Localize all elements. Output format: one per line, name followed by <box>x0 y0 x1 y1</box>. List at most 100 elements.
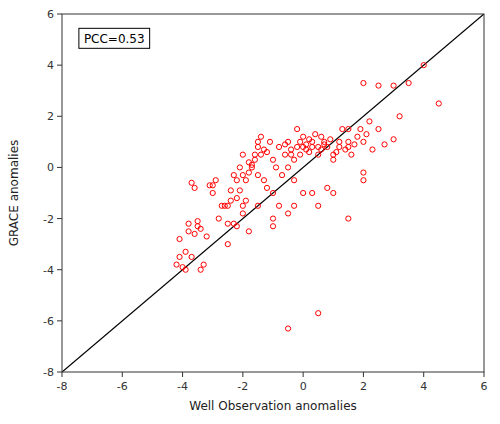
annotation: PCC=0.53 <box>79 28 150 48</box>
y-tick-label: 6 <box>47 8 54 21</box>
point <box>198 267 203 272</box>
point <box>313 132 318 137</box>
page: {"chart_data": { "type": "scatter", "xla… <box>0 0 500 424</box>
point <box>255 173 260 178</box>
point <box>406 80 411 85</box>
point <box>216 216 221 221</box>
y-tick <box>57 269 62 270</box>
point <box>310 139 315 144</box>
point <box>270 216 275 221</box>
point <box>264 149 269 154</box>
y-axis-label: GRACE anomalies <box>7 140 21 247</box>
point <box>367 119 372 124</box>
y-tick-label: 4 <box>47 59 54 72</box>
point <box>316 152 321 157</box>
point <box>276 144 281 149</box>
y-tick <box>57 218 62 219</box>
x-tick-label: -6 <box>117 380 128 393</box>
annotation-box <box>79 28 150 48</box>
y-tick <box>57 65 62 66</box>
point <box>210 190 215 195</box>
point <box>304 142 309 147</box>
point <box>436 101 441 106</box>
point <box>234 178 239 183</box>
point <box>234 196 239 201</box>
point <box>231 173 236 178</box>
x-tick-label: 0 <box>300 380 307 393</box>
y-tick-label: -4 <box>43 264 54 277</box>
point <box>225 242 230 247</box>
point <box>240 173 245 178</box>
point <box>352 142 357 147</box>
point <box>183 249 188 254</box>
point <box>376 126 381 131</box>
x-tick-label: -2 <box>237 380 248 393</box>
point <box>243 198 248 203</box>
point <box>361 139 366 144</box>
x-tick-label: -8 <box>57 380 68 393</box>
point <box>298 152 303 157</box>
x-tick-label: 4 <box>420 380 427 393</box>
point <box>258 134 263 139</box>
point <box>189 180 194 185</box>
point <box>301 134 306 139</box>
y-tick <box>57 372 62 373</box>
x-tick <box>423 372 424 377</box>
point <box>195 224 200 229</box>
point <box>270 224 275 229</box>
point <box>288 147 293 152</box>
x-tick <box>62 372 63 377</box>
plot-frame <box>62 14 484 372</box>
point <box>334 149 339 154</box>
point <box>391 137 396 142</box>
point <box>319 134 324 139</box>
point <box>252 152 257 157</box>
x-tick <box>182 372 183 377</box>
point <box>325 144 330 149</box>
x-tick-label: 6 <box>481 380 488 393</box>
point <box>264 185 269 190</box>
x-tick <box>242 372 243 377</box>
point <box>310 144 315 149</box>
point <box>376 83 381 88</box>
point <box>349 152 354 157</box>
point <box>267 139 272 144</box>
point <box>316 203 321 208</box>
point <box>346 216 351 221</box>
x-axis: -8-6-4-20246 <box>57 372 488 393</box>
point <box>174 262 179 267</box>
point <box>192 231 197 236</box>
point <box>249 162 254 167</box>
point <box>337 144 342 149</box>
point <box>346 126 351 131</box>
point <box>310 190 315 195</box>
annotation-text: PCC=0.53 <box>84 32 145 46</box>
point <box>240 203 245 208</box>
reference-line <box>62 14 484 372</box>
point <box>340 126 345 131</box>
point <box>358 126 363 131</box>
point <box>177 236 182 241</box>
point <box>255 144 260 149</box>
point <box>237 188 242 193</box>
point <box>240 211 245 216</box>
point <box>237 165 242 170</box>
point <box>273 165 278 170</box>
point <box>397 114 402 119</box>
point <box>228 188 233 193</box>
point <box>421 63 426 68</box>
y-axis: -8-6-4-20246 <box>43 8 62 379</box>
point <box>252 157 257 162</box>
point <box>192 185 197 190</box>
point <box>361 80 366 85</box>
y-tick-label: -2 <box>43 213 54 226</box>
point <box>288 152 293 157</box>
point <box>255 203 260 208</box>
chart: -8-6-4-20246-8-6-4-20246Well Observation… <box>0 0 500 424</box>
point <box>234 224 239 229</box>
point <box>364 132 369 137</box>
point <box>246 229 251 234</box>
point <box>213 178 218 183</box>
point <box>225 221 230 226</box>
point <box>279 173 284 178</box>
